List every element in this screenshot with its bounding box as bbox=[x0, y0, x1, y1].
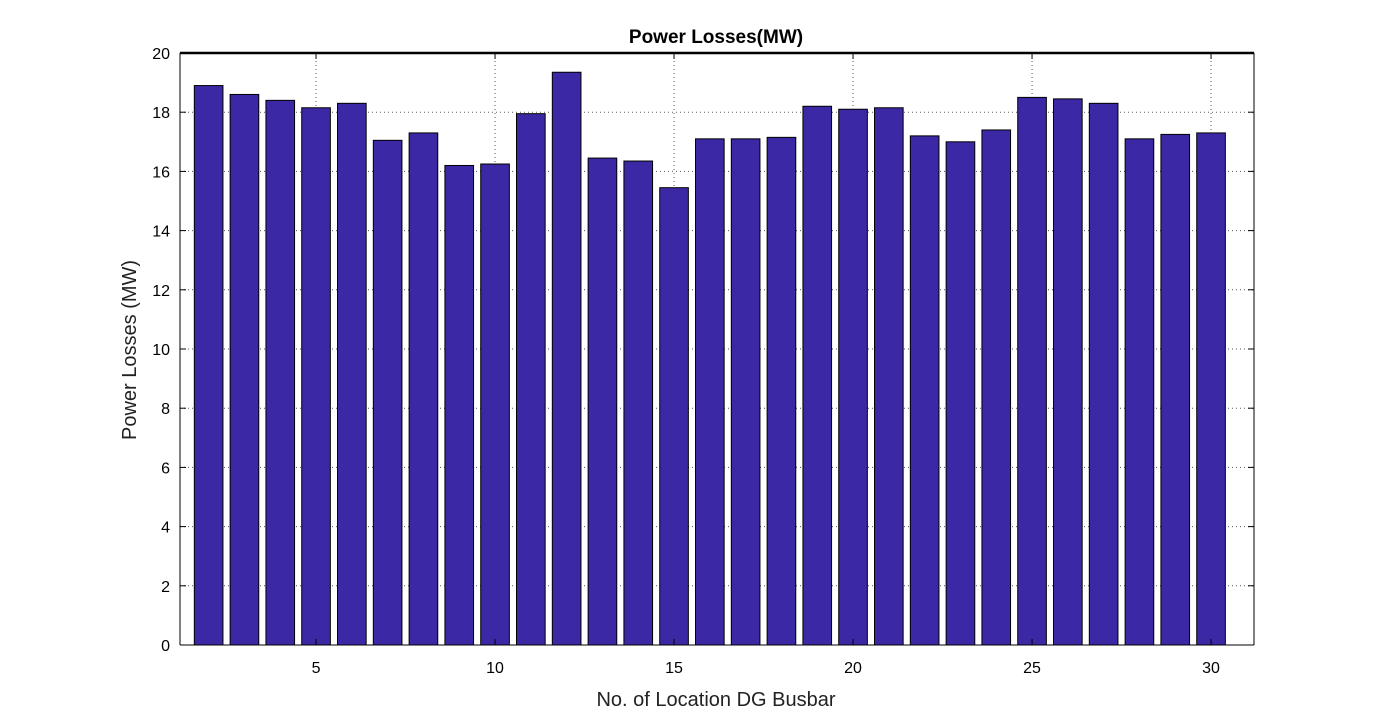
y-tick-label: 12 bbox=[152, 283, 170, 300]
bar-3 bbox=[229, 93, 260, 646]
y-tick-label: 0 bbox=[161, 638, 170, 655]
x-axis-title: No. of Location DG Busbar bbox=[596, 689, 835, 711]
bar-21 bbox=[874, 107, 904, 646]
y-tick-label: 18 bbox=[152, 105, 170, 122]
bar-23 bbox=[945, 141, 976, 646]
bar-10 bbox=[480, 163, 510, 646]
bar-13 bbox=[587, 157, 618, 646]
bar-6 bbox=[337, 102, 367, 646]
bar-9 bbox=[444, 164, 475, 646]
bar-19 bbox=[802, 105, 833, 646]
bar-11 bbox=[516, 113, 546, 646]
bar-29 bbox=[1160, 133, 1191, 646]
x-tick-label: 25 bbox=[1023, 660, 1041, 677]
bar-2 bbox=[193, 85, 224, 646]
y-tick-label: 16 bbox=[152, 164, 170, 181]
bar-18 bbox=[766, 136, 797, 646]
bar-12 bbox=[551, 71, 582, 646]
bar-8 bbox=[408, 132, 439, 646]
y-axis-title: Power Losses (MW) bbox=[119, 260, 141, 440]
bar-16 bbox=[695, 138, 725, 646]
bar-17 bbox=[730, 138, 761, 646]
axes-layer: 0 2 4 6 8 10 12 14 16 18 20 5 10 15 20 25 30 bbox=[152, 46, 1255, 677]
bar-27 bbox=[1088, 102, 1119, 646]
bar-26 bbox=[1053, 98, 1083, 646]
bars-layer bbox=[193, 71, 1226, 646]
bar-15 bbox=[659, 187, 689, 646]
y-tick-label: 10 bbox=[152, 342, 170, 359]
chart-title: Power Losses(MW) bbox=[629, 27, 803, 48]
bar-30 bbox=[1196, 132, 1226, 646]
bar-5 bbox=[301, 107, 331, 646]
bar-28 bbox=[1124, 138, 1155, 646]
bar-4 bbox=[265, 99, 296, 646]
x-tick-label: 15 bbox=[665, 660, 683, 677]
y-tick-label: 14 bbox=[152, 224, 170, 241]
y-tick-label: 2 bbox=[161, 579, 170, 596]
bar-20 bbox=[838, 108, 868, 646]
x-tick-label: 30 bbox=[1202, 660, 1220, 677]
y-tick-label: 4 bbox=[161, 520, 170, 537]
x-tick-label: 5 bbox=[312, 660, 321, 677]
bar-14 bbox=[623, 160, 654, 646]
y-tick-label: 20 bbox=[152, 46, 170, 63]
bar-25 bbox=[1017, 96, 1047, 646]
y-tick-label: 8 bbox=[161, 401, 170, 418]
y-tick-label: 6 bbox=[161, 460, 170, 477]
x-tick-label: 10 bbox=[486, 660, 504, 677]
bar-24 bbox=[981, 129, 1012, 646]
bar-22 bbox=[909, 135, 940, 646]
x-tick-label: 20 bbox=[844, 660, 862, 677]
bar-7 bbox=[372, 139, 403, 646]
